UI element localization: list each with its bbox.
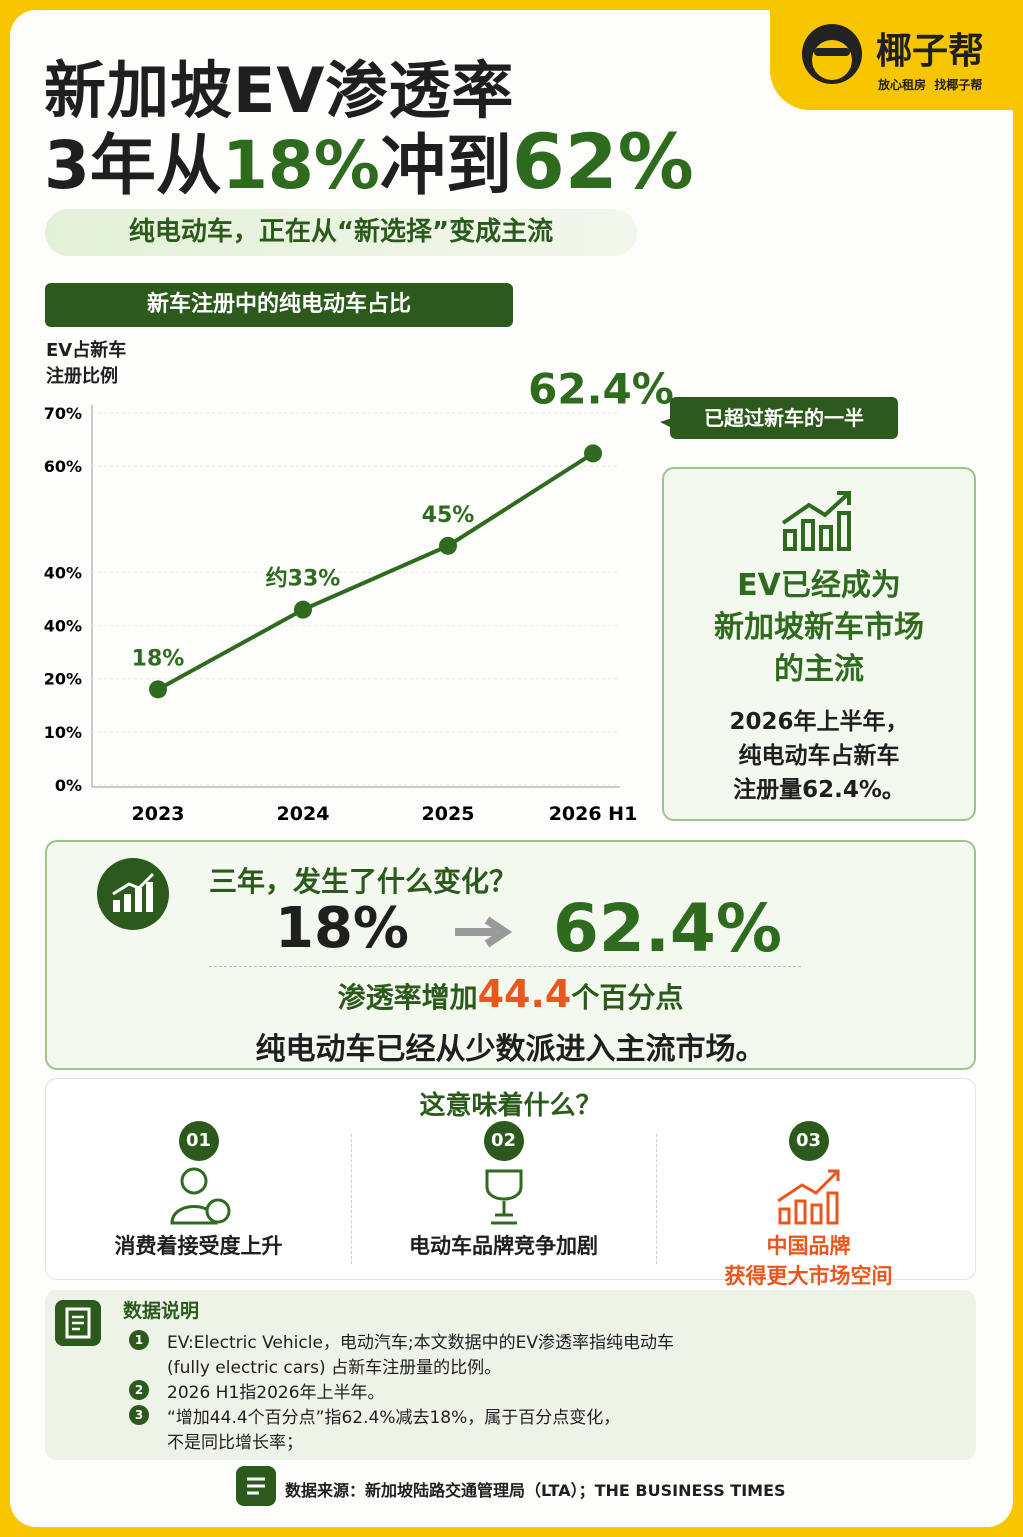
title-line2: 3年从18%冲到62% (44, 112, 694, 208)
highlight-panel: EV已经成为 新加坡新车市场 的主流 2026年上半年， 纯电动车占新车 注册量62.4… (662, 467, 976, 821)
value-label: 约33% (266, 566, 341, 592)
x-tick-label: 2025 (422, 803, 475, 825)
chart-title: 新车注册中的纯电动车占比 (45, 283, 513, 327)
change-panel: 三年，发生了什么变化？ 18% 62.4% 渗透率增加44.4个百分点 纯电动车… (45, 840, 976, 1070)
highlight-body-line: 纯电动车占新车 (738, 743, 900, 769)
brand-slogan: 放心租房 找椰子帮 (878, 78, 983, 92)
x-tick-label: 2024 (277, 803, 330, 825)
item-label: 获得更大市场空间 (724, 1264, 893, 1288)
point (439, 536, 457, 555)
item-label: 中国品牌 (766, 1234, 851, 1258)
y-tick-label: 20% (44, 670, 82, 689)
change-to: 62.4% (553, 890, 782, 967)
arrow (455, 916, 513, 948)
growth-icon (781, 491, 851, 551)
meaning-panel: 这意味着什么？ 01 消费着接受度上升 02 电动车品牌竞争加剧 03 中国品牌获得更大市… (45, 1078, 976, 1288)
line (157, 451, 595, 692)
highlight-title: EV已经成为 新加坡新车市场 的主流 (664, 565, 974, 691)
source: 数据来源：新加坡陆路交通管理局（LTA）；THE BUSINESS TIMES (285, 1481, 786, 1500)
y-axis-label-line: 注册比例 (46, 366, 118, 387)
item-label: 电动车品牌竞争加剧 (409, 1234, 598, 1258)
value-label: 45% (422, 503, 475, 528)
highlight-body-line: 注册量62.4%。 (733, 777, 905, 803)
change-icon (97, 858, 169, 930)
point (294, 600, 312, 619)
chart: 0% 10% 20% 40% 40% 60% 70% 2023 2024 2025 2026 H1 1… (44, 364, 674, 825)
annotation: 已超过新车的一半 (670, 397, 898, 439)
increase-suffix: 个百分点 (571, 981, 684, 1014)
x-tick-label: 2026 H1 (549, 803, 638, 825)
y-axis-label: EV占新车注册比例 (46, 338, 126, 390)
note-line: (fully electric cars) 占新车注册量的比例。 (167, 1358, 502, 1378)
item-label: 消费着接受度上升 (114, 1234, 283, 1258)
value-label: 62.4% (528, 364, 674, 413)
change-heading: 三年，发生了什么变化？ (209, 865, 518, 898)
point (584, 444, 602, 463)
x-tick-label: 2023 (132, 803, 185, 825)
brand-logo (802, 24, 862, 84)
y-tick-label: 60% (44, 457, 82, 476)
item-number: 03 (788, 1121, 829, 1161)
meaning-item: 03 中国品牌获得更大市场空间 (656, 1121, 961, 1291)
conclusion: 纯电动车已经从少数派进入主流市场。 (255, 1032, 766, 1067)
notes-icon (55, 1300, 101, 1346)
y-tick-label: 40% (44, 563, 82, 582)
title-line1: 新加坡EV渗透率 (44, 54, 515, 127)
item-icon (169, 1167, 230, 1225)
notes-panel: 数据说明 1 EV:Electric Vehicle，电动汽车;本文数据中的EV渗… (45, 1290, 976, 1460)
item-number: 02 (483, 1121, 524, 1161)
y-tick-label: 10% (44, 723, 82, 742)
title-part: 62% (511, 117, 694, 206)
highlight-body-line: 2026年上半年， (729, 709, 909, 735)
highlight-title-line: EV已经成为 (737, 568, 901, 603)
increase-prefix: 渗透率增加 (337, 981, 478, 1014)
increase: 渗透率增加44.4个百分点 (47, 972, 974, 1016)
item-number: 01 (178, 1121, 219, 1161)
meaning-item: 02 电动车品牌竞争加剧 (351, 1121, 656, 1261)
y-tick-label: 70% (44, 404, 82, 423)
increase-value: 44.4 (477, 972, 572, 1016)
source-icon (236, 1466, 276, 1506)
note-number: 3 (129, 1405, 149, 1425)
notes-heading: 数据说明 (123, 1300, 200, 1322)
separator (351, 1134, 352, 1264)
highlight-body: 2026年上半年， 纯电动车占新车 注册量62.4%。 (664, 705, 974, 807)
brand-name: 椰子帮 (876, 31, 985, 72)
item-icon (485, 1169, 522, 1225)
change-from: 18% (275, 896, 410, 961)
note-line: 2026 H1指2026年上半年。 (167, 1383, 385, 1403)
y-tick-label: 0% (55, 776, 82, 795)
note-number: 1 (129, 1330, 149, 1350)
meaning-heading: 这意味着什么？ (419, 1091, 602, 1121)
highlight-title-line: 的主流 (774, 652, 864, 687)
title-part: 冲到 (379, 127, 512, 204)
note-line: EV:Electric Vehicle，电动汽车;本文数据中的EV渗透率指纯电动… (167, 1333, 675, 1353)
divider (209, 966, 801, 967)
title-part: 3年从 (44, 127, 222, 204)
note-number: 2 (129, 1380, 149, 1400)
item-icon (776, 1169, 839, 1225)
y-axis-label-line: EV占新车 (46, 340, 127, 361)
value-label: 18% (132, 646, 185, 671)
note-line: “增加44.4个百分点”指62.4%减去18%，属于百分点变化， (167, 1408, 621, 1428)
title-part: 18% (221, 127, 380, 204)
subtitle: 纯电动车，正在从“新选择”变成主流 (45, 209, 637, 256)
separator (656, 1134, 657, 1264)
y-tick-label: 40% (44, 617, 82, 636)
note-line: 不是同比增长率； (167, 1433, 303, 1453)
meaning-item: 01 消费着接受度上升 (46, 1121, 351, 1261)
point (149, 680, 167, 699)
highlight-title-line: 新加坡新车市场 (714, 610, 924, 645)
callout-pointer (660, 418, 672, 428)
